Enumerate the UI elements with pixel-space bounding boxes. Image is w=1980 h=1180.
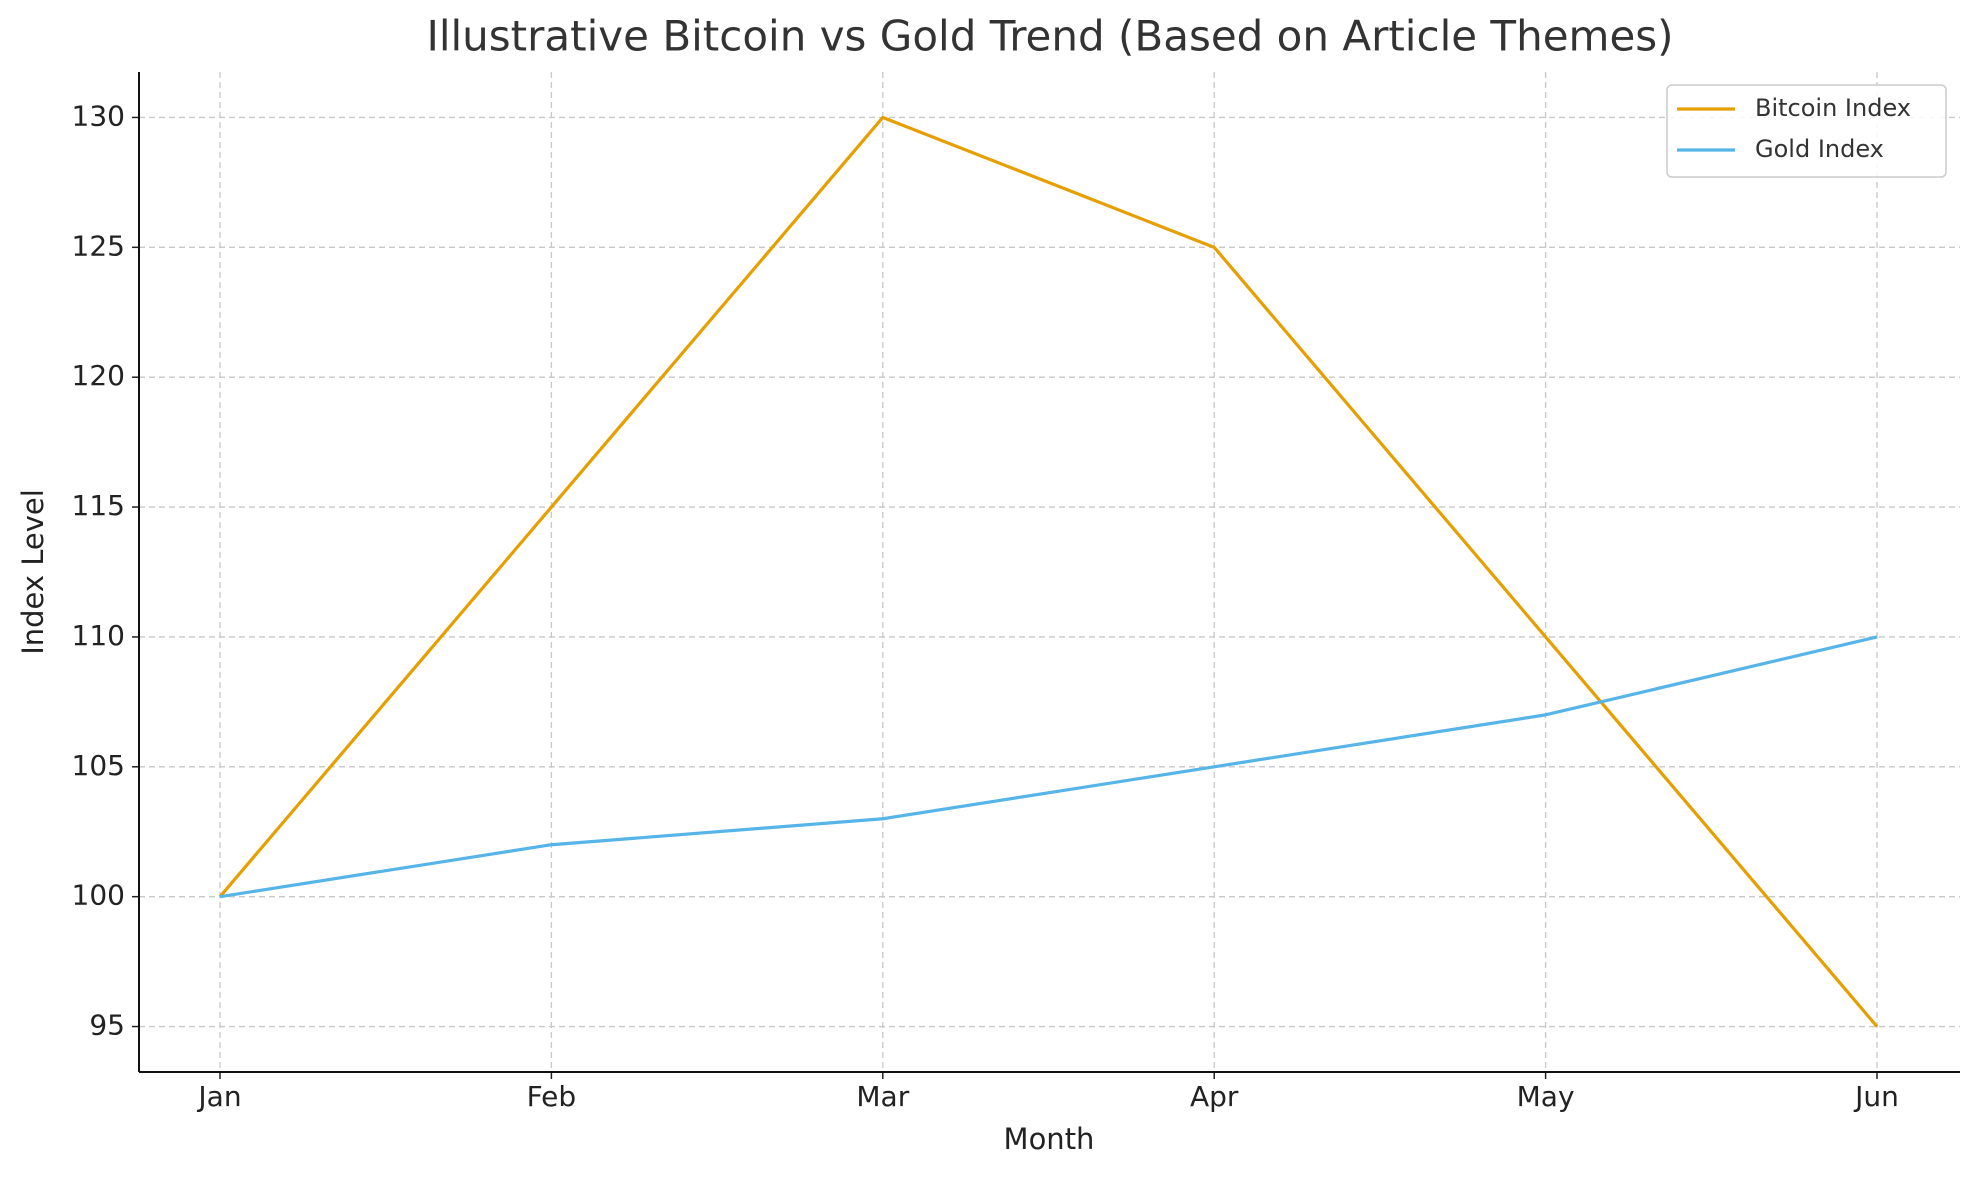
y-tick-label: 130 — [72, 99, 125, 132]
data-line — [218, 115, 1879, 1028]
x-tick-label: Jan — [196, 1080, 241, 1113]
y-tick-label: 120 — [72, 359, 125, 392]
legend-label: Bitcoin Index — [1755, 94, 1911, 122]
chart-title: Illustrative Bitcoin vs Gold Trend (Base… — [426, 12, 1673, 61]
x-tick-label: Feb — [527, 1080, 577, 1113]
y-axis-label: Index Level — [16, 489, 50, 655]
y-tick-label: 105 — [72, 749, 125, 782]
x-tick-label: Apr — [1190, 1080, 1239, 1113]
y-tick-label: 95 — [89, 1009, 125, 1042]
x-tick-label: Mar — [856, 1080, 909, 1113]
x-tick-label: Jun — [1853, 1080, 1899, 1113]
y-tick-label: 110 — [72, 619, 125, 652]
legend-box — [1666, 84, 1947, 178]
y-tick-label: 100 — [72, 879, 125, 912]
y-tick-label: 125 — [72, 229, 125, 262]
y-tick-label: 115 — [72, 489, 125, 522]
x-axis-label: Month — [1004, 1122, 1095, 1156]
legend-label: Gold Index — [1755, 135, 1884, 163]
x-tick-label: May — [1517, 1080, 1575, 1113]
data-line — [219, 635, 1878, 899]
